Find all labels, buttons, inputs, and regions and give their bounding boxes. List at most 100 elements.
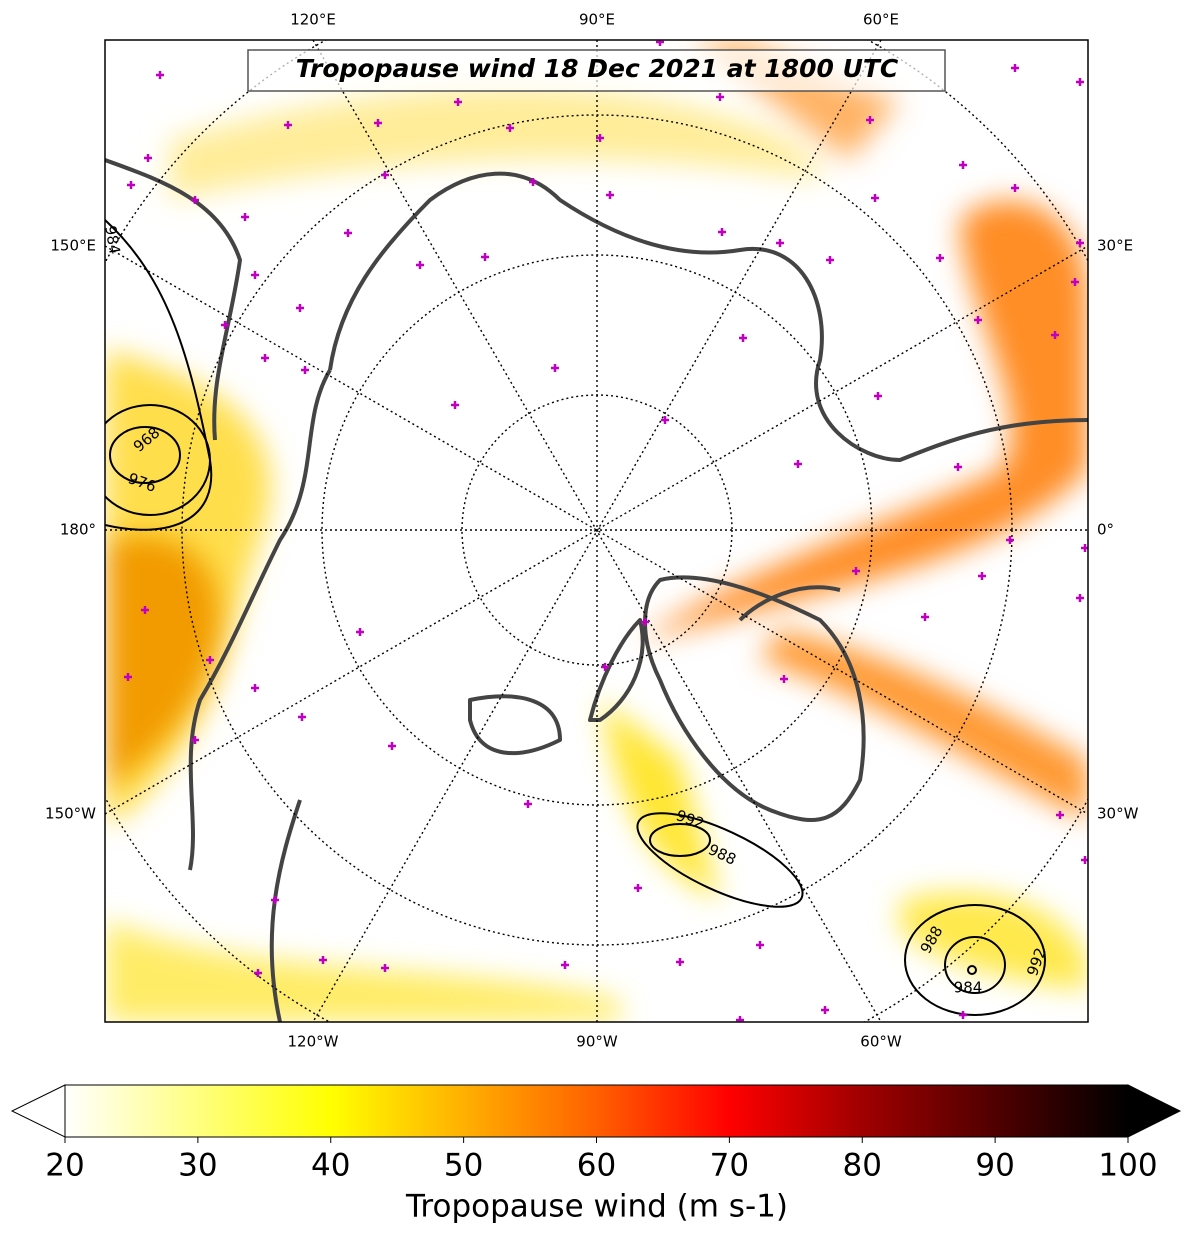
station-marker <box>271 896 279 904</box>
longitude-labels: 120°E 90°E 60°E 120°W 90°W 60°W 150°E 180° 150°W… <box>45 11 1139 1051</box>
station-marker <box>1076 239 1084 247</box>
map-frame <box>104 39 1089 1023</box>
colorbar-tick-label: 50 <box>444 1148 483 1184</box>
station-marker <box>561 961 569 969</box>
station-marker <box>524 800 532 808</box>
title-box <box>247 49 946 92</box>
colorbar-extend-min <box>10 1084 66 1138</box>
station-marker <box>954 463 962 471</box>
longitude-label: 90°W <box>576 1033 618 1051</box>
station-marker <box>874 392 882 400</box>
colorbar-tick-label: 70 <box>710 1148 749 1184</box>
station-marker <box>374 119 382 127</box>
station-marker <box>241 213 249 221</box>
map-title: Tropopause wind 18 Dec 2021 at 1800 UTC <box>296 54 899 83</box>
station-marker <box>221 321 229 329</box>
station-marker <box>481 253 489 261</box>
station-marker <box>284 121 292 129</box>
station-marker <box>718 228 726 236</box>
station-marker <box>780 675 788 683</box>
station-marker <box>959 1011 967 1019</box>
station-marker <box>1076 594 1084 602</box>
longitude-label: 60°W <box>860 1033 902 1051</box>
station-marker <box>716 93 724 101</box>
contour-label: 984 <box>101 224 124 255</box>
longitude-label: 120°W <box>288 1033 339 1051</box>
station-marker <box>936 254 944 262</box>
longitude-label: 180° <box>60 521 96 539</box>
station-marker <box>551 364 559 372</box>
longitude-label: 150°W <box>45 805 96 823</box>
station-marker <box>251 271 259 279</box>
colorbar-label: Tropopause wind (m s-1) <box>405 1189 788 1225</box>
station-marker <box>661 416 669 424</box>
station-marker <box>1076 78 1084 86</box>
station-marker <box>301 366 309 374</box>
station-marker <box>344 229 352 237</box>
station-marker <box>606 191 614 199</box>
station-marker <box>451 401 459 409</box>
station-marker <box>319 956 327 964</box>
station-marker <box>739 334 747 342</box>
colorbar-tick-label: 40 <box>311 1148 350 1184</box>
station-marker <box>641 618 649 626</box>
station-marker <box>921 613 929 621</box>
longitude-label: 30°W <box>1097 805 1139 823</box>
graticule <box>105 40 1088 1022</box>
station-marker <box>1056 811 1064 819</box>
pressure-contours <box>105 219 1046 1016</box>
station-marker <box>191 196 199 204</box>
station-marker <box>206 656 214 664</box>
longitude-label: 60°E <box>863 11 899 29</box>
station-marker <box>356 628 364 636</box>
station-marker <box>261 354 269 362</box>
station-marker <box>388 742 396 750</box>
station-marker <box>127 181 135 189</box>
station-marker <box>756 941 764 949</box>
station-marker <box>1051 331 1059 339</box>
colorbar-tick-label: 60 <box>577 1148 616 1184</box>
station-marker <box>506 124 514 132</box>
station-marker <box>794 460 802 468</box>
station-marker <box>978 572 986 580</box>
longitude-label: 0° <box>1097 521 1114 539</box>
station-marker <box>974 316 982 324</box>
station-marker <box>298 713 306 721</box>
station-marker <box>634 884 642 892</box>
station-marker <box>381 964 389 972</box>
station-marker <box>1011 184 1019 192</box>
colorbar-extend-max <box>1127 1084 1182 1138</box>
longitude-label: 150°E <box>50 237 96 255</box>
station-marker <box>866 116 874 124</box>
station-marker <box>1006 536 1014 544</box>
station-marker <box>776 239 784 247</box>
colorbar-tick-label: 90 <box>975 1148 1014 1184</box>
station-marker <box>141 606 149 614</box>
station-marker <box>596 134 604 142</box>
station-marker <box>416 261 424 269</box>
station-marker <box>821 1006 829 1014</box>
station-marker <box>826 256 834 264</box>
contour-label: 984 <box>954 979 983 997</box>
station-marker <box>656 40 664 46</box>
station-marker <box>676 958 684 966</box>
station-marker <box>144 154 152 162</box>
station-marker <box>1071 278 1079 286</box>
station-marker <box>454 98 462 106</box>
colorbar <box>65 1085 1128 1137</box>
station-marker <box>601 663 609 671</box>
colorbar-ticks: 20 30 40 50 60 70 80 90 100 <box>45 1137 1158 1184</box>
station-marker <box>251 684 259 692</box>
colorbar-tick-label: 20 <box>45 1148 84 1184</box>
longitude-label: 120°E <box>290 11 336 29</box>
station-marker <box>296 304 304 312</box>
station-marker <box>124 673 132 681</box>
station-marker <box>254 969 262 977</box>
station-marker <box>156 71 164 79</box>
colorbar-tick-label: 30 <box>178 1148 217 1184</box>
colorbar-tick-label: 100 <box>1098 1148 1157 1184</box>
station-marker <box>871 194 879 202</box>
longitude-label: 90°E <box>579 11 615 29</box>
